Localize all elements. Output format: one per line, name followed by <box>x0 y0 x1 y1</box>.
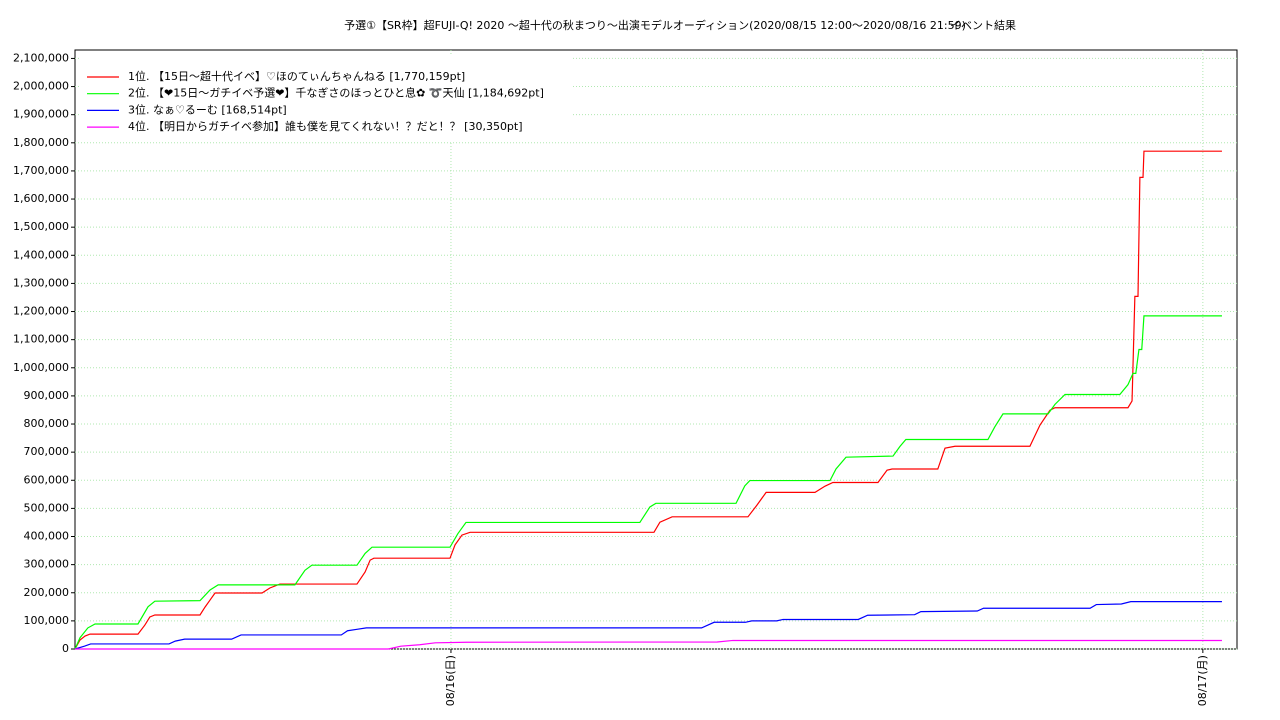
x-tick-label: 08/16(日) <box>444 655 457 706</box>
y-tick-label: 1,900,000 <box>13 108 69 121</box>
y-tick-label: 1,800,000 <box>13 136 69 149</box>
y-tick-label: 0 <box>62 642 69 655</box>
legend-label: 2位. 【❤15日〜ガチイベ予選❤】千なぎさのほっとひと息✿ ➰天仙 [1,18… <box>128 86 544 100</box>
y-tick-label: 1,300,000 <box>13 276 69 289</box>
y-tick-label: 400,000 <box>24 530 70 543</box>
legend-label: 4位. 【明日からガチイベ参加】誰も僕を見てくれない！？だと！？ [30,350… <box>128 119 523 133</box>
y-tick-label: 1,200,000 <box>13 305 69 318</box>
y-tick-label: 1,600,000 <box>13 192 69 205</box>
y-tick-label: 500,000 <box>24 501 70 514</box>
legend-box <box>79 56 573 142</box>
legend: 1位. 【15日〜超十代イベ】♡ほのてぃんちゃんねる [1,770,159pt]… <box>79 56 573 142</box>
y-tick-label: 1,000,000 <box>13 361 69 374</box>
y-tick-label: 700,000 <box>24 445 70 458</box>
x-tick-label: 08/17(月) <box>1196 655 1209 706</box>
y-tick-label: 1,700,000 <box>13 164 69 177</box>
chart-title: 予選①【SR枠】超FUJI-Q! 2020 〜超十代の秋まつり〜出演モデルオーデ… <box>344 18 966 32</box>
series-line <box>74 601 1222 650</box>
y-tick-label: 200,000 <box>24 586 70 599</box>
plot-frame <box>74 49 1238 650</box>
series-line <box>74 315 1222 650</box>
y-tick-label: 800,000 <box>24 417 70 430</box>
legend-label: 3位. なぁ♡るーむ [168,514pt] <box>128 102 287 116</box>
y-tick-label: 2,100,000 <box>13 51 69 64</box>
y-tick-label: 900,000 <box>24 389 70 402</box>
y-tick-label: 1,500,000 <box>13 220 69 233</box>
legend-label: 1位. 【15日〜超十代イベ】♡ほのてぃんちゃんねる [1,770,159pt] <box>128 69 465 83</box>
y-tick-label: 1,100,000 <box>13 333 69 346</box>
y-tick-label: 600,000 <box>24 473 70 486</box>
chart-subtitle: イベント結果 <box>950 18 1016 32</box>
y-tick-label: 2,000,000 <box>13 80 69 93</box>
series-line <box>74 150 1222 650</box>
series-line <box>75 639 1222 650</box>
y-tick-label: 300,000 <box>24 558 70 571</box>
y-tick-label: 1,400,000 <box>13 248 69 261</box>
y-tick-label: 100,000 <box>24 614 70 627</box>
